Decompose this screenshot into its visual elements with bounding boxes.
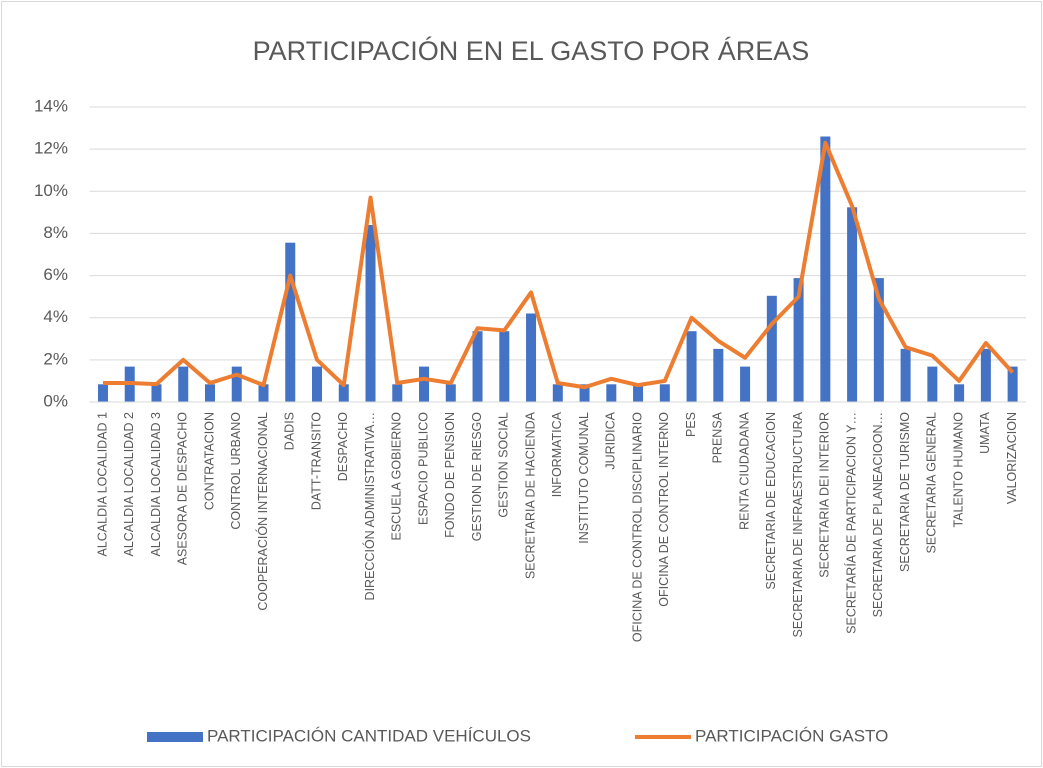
x-tick-label: SECRETARIA DEI INTERIOR	[818, 412, 832, 578]
x-tick-label: DESPACHO	[336, 412, 350, 482]
x-tick-label: SECRETARIA GENERAL	[925, 412, 939, 554]
bar	[606, 384, 617, 402]
x-tick-label: ALCALDIA LOCALIDAD 1	[95, 412, 109, 557]
bar	[766, 295, 777, 402]
x-tick-label: VALORIZACION	[1005, 412, 1019, 504]
bar	[526, 313, 537, 402]
bar	[392, 384, 403, 402]
bar	[178, 366, 189, 402]
bar	[499, 331, 510, 402]
bar	[231, 366, 242, 402]
x-tick-label: ESCUELA GOBIERNO	[390, 412, 404, 541]
bar	[258, 384, 269, 402]
bar	[151, 384, 162, 402]
chart-title: PARTICIPACIÓN EN EL GASTO POR ÁREAS	[253, 35, 810, 66]
bar	[659, 384, 670, 402]
x-tick-label: PRENSA	[711, 411, 725, 463]
x-tick-label: CONTROL URBANO	[229, 412, 243, 530]
bar	[312, 366, 323, 402]
legend-label: PARTICIPACIÓN CANTIDAD VEHÍCULOS	[207, 726, 531, 745]
bar	[820, 136, 831, 402]
x-tick-label: TALENTO HUMANO	[951, 412, 965, 528]
x-tick-label: OFICINA DE CONTROL DISCIPLINARIO	[630, 412, 644, 642]
bar	[686, 331, 697, 402]
bar	[285, 242, 296, 402]
x-tick-label: PES	[684, 412, 698, 437]
bar	[1007, 366, 1018, 402]
x-tick-label: DATT-TRANSITO	[309, 412, 323, 510]
y-tick-label: 0%	[43, 391, 68, 410]
y-tick-label: 14%	[34, 96, 68, 115]
bar	[204, 384, 215, 402]
x-tick-label: FONDO DE PENSION	[443, 412, 457, 538]
bar	[552, 384, 563, 402]
legend-label: PARTICIPACIÓN GASTO	[695, 726, 888, 745]
x-tick-label: INSTITUTO COMUNAL	[577, 412, 591, 544]
x-tick-label: RENTA CIUDADANA	[737, 411, 751, 530]
bar	[980, 348, 991, 402]
x-tick-label: SECRETARIA DE INFRAESTRUCTURA	[791, 411, 805, 637]
x-tick-label: SECRETARIA DE TURISMO	[898, 412, 912, 572]
bar	[873, 278, 884, 402]
bar	[713, 348, 724, 402]
x-tick-label: ALCALDIA LOCALIDAD 3	[149, 412, 163, 557]
bar	[633, 384, 644, 402]
x-tick-label: INFORMATICA	[550, 411, 564, 497]
x-tick-label: SECRETARÍA DE PARTICIPACION Y…	[843, 412, 858, 634]
x-tick-label: OFICINA DE CONTROL INTERNO	[657, 412, 671, 607]
y-tick-label: 6%	[43, 265, 68, 284]
x-tick-label: SECRETARIA DE HACIENDA	[523, 411, 537, 579]
bar	[419, 366, 430, 402]
x-tick-label: JURIDICA	[604, 411, 618, 469]
x-tick-label: ESPACIO PUBLICO	[416, 412, 430, 525]
bar	[365, 225, 376, 402]
bar	[900, 348, 911, 402]
bar	[740, 366, 751, 402]
x-tick-label: UMATA	[978, 411, 992, 454]
legend-swatch	[147, 732, 203, 742]
y-tick-label: 8%	[43, 223, 68, 242]
line	[102, 140, 1015, 390]
bar	[445, 384, 456, 402]
bar	[97, 384, 108, 402]
x-tick-label: SECRETARIA DE PLANEACIOON…	[871, 412, 885, 617]
bar	[793, 278, 804, 402]
y-tick-label: 4%	[43, 307, 68, 326]
y-tick-label: 10%	[34, 181, 68, 200]
x-tick-label: ALCALDIA LOCALIDAD 2	[122, 412, 136, 557]
x-tick-label: ASESORA DE DESPACHO	[176, 412, 190, 566]
x-tick-label: GESTION DE RIESGO	[470, 412, 484, 541]
bar	[579, 384, 590, 402]
bar	[847, 207, 858, 402]
bar	[954, 384, 965, 402]
x-tick-label: SECRETARIA DE EDUCACION	[764, 412, 778, 590]
bar	[338, 384, 349, 402]
y-tick-label: 12%	[34, 139, 68, 158]
x-tick-label: DADIS	[283, 412, 297, 450]
bar	[472, 331, 483, 402]
x-tick-label: GESTION SOCIAL	[497, 412, 511, 518]
y-tick-label: 2%	[43, 349, 68, 368]
x-tick-label: CONTRATACION	[202, 412, 216, 510]
x-tick-label: DIRECCIÓN ADMINISTRATIVA…	[362, 412, 377, 600]
bar	[927, 366, 938, 402]
x-tick-label: COOPERACIÓN INTERNACIONAL	[255, 412, 270, 611]
